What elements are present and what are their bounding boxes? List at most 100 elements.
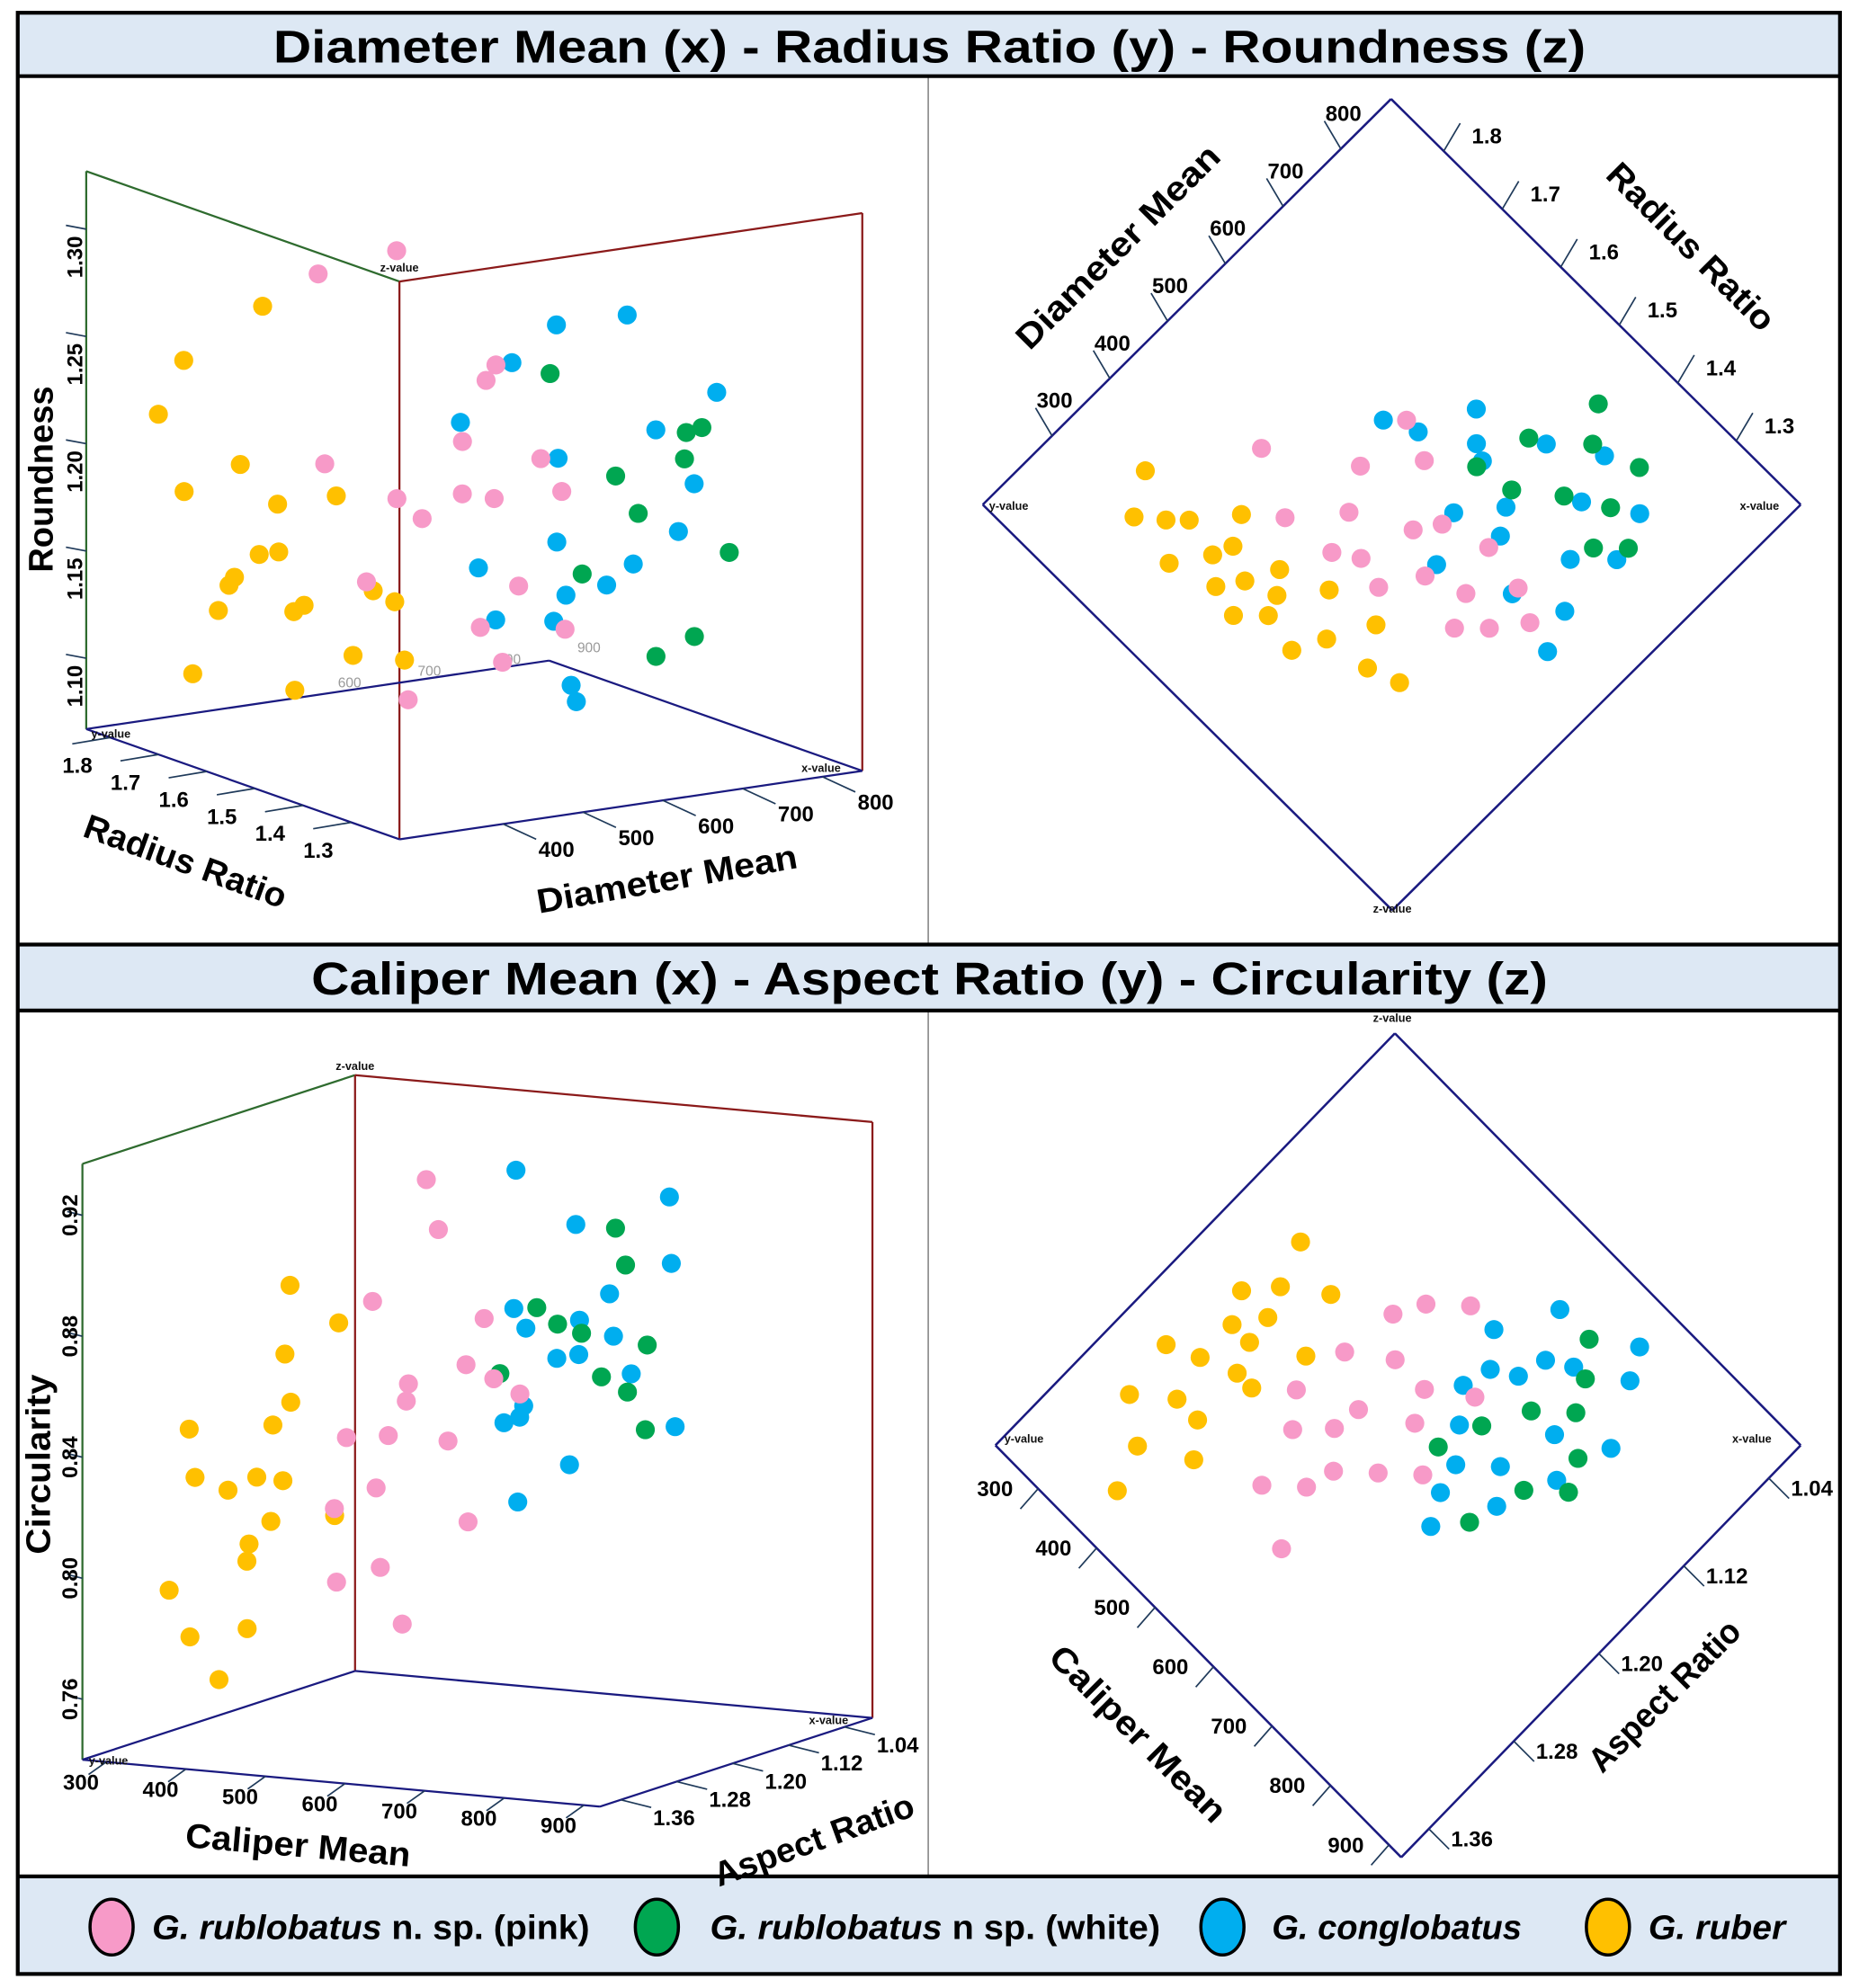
data-point bbox=[1390, 673, 1409, 692]
data-point bbox=[1484, 1320, 1504, 1340]
data-point bbox=[568, 1344, 589, 1365]
data-point bbox=[615, 1255, 636, 1275]
data-point bbox=[325, 1499, 344, 1519]
tick-mark bbox=[788, 1744, 819, 1754]
x-tick-label: 600 bbox=[698, 815, 734, 839]
data-point bbox=[1487, 1496, 1506, 1516]
data-point bbox=[315, 454, 335, 474]
x-tick-label: 900 bbox=[1327, 1833, 1363, 1858]
tick-mark bbox=[1735, 412, 1754, 441]
data-point bbox=[659, 1187, 679, 1207]
tick-mark bbox=[66, 439, 87, 445]
x-tick-label: 500 bbox=[222, 1786, 258, 1810]
y-tick-label: 1.5 bbox=[1648, 299, 1677, 323]
figure-2-title: Caliper Mean (x) - Aspect Ratio (y) - Ci… bbox=[311, 953, 1548, 1004]
data-point bbox=[1271, 1277, 1291, 1297]
tick-mark bbox=[313, 821, 352, 830]
data-point bbox=[1235, 571, 1255, 591]
axis-edge bbox=[599, 1716, 873, 1808]
data-point bbox=[1535, 1351, 1556, 1370]
series-2 bbox=[451, 305, 727, 711]
data-point bbox=[618, 1382, 638, 1402]
legend-swatch-pink bbox=[88, 1897, 135, 1957]
data-point bbox=[174, 351, 193, 370]
x-tick-label: 400 bbox=[1095, 332, 1131, 356]
data-point bbox=[474, 1308, 494, 1329]
axis-box bbox=[85, 170, 863, 841]
y-axis-ticks: 1.3 1.4 1.5 1.6 1.7 1.8 bbox=[62, 736, 352, 863]
data-point bbox=[1227, 1363, 1247, 1383]
data-point bbox=[179, 1419, 199, 1439]
data-point bbox=[1415, 450, 1434, 470]
tick-mark bbox=[822, 776, 856, 793]
legend-swatch-yellow bbox=[1585, 1897, 1631, 1957]
tick-mark bbox=[1428, 1828, 1450, 1850]
axis-box bbox=[81, 1074, 874, 1808]
data-point bbox=[1156, 510, 1176, 530]
y-tick-label: 1.12 bbox=[1706, 1565, 1748, 1589]
data-point bbox=[684, 474, 704, 494]
tick-mark bbox=[844, 1725, 876, 1735]
y-tick-label: 1.5 bbox=[207, 805, 237, 829]
data-point bbox=[1620, 1371, 1640, 1391]
data-point bbox=[362, 1291, 382, 1311]
tick-mark bbox=[67, 1210, 83, 1217]
data-point bbox=[552, 482, 572, 502]
data-point bbox=[1519, 428, 1539, 448]
tick-mark bbox=[1676, 354, 1695, 384]
data-point bbox=[1107, 1481, 1127, 1501]
data-point bbox=[1242, 1378, 1262, 1398]
data-point bbox=[1446, 1455, 1466, 1475]
data-point bbox=[719, 542, 739, 562]
data-point bbox=[148, 405, 168, 424]
data-point bbox=[1583, 434, 1603, 454]
data-point bbox=[1291, 1232, 1310, 1252]
figure-frame bbox=[15, 11, 1842, 1976]
data-points bbox=[1124, 394, 1649, 692]
data-point bbox=[605, 466, 626, 486]
legend-label: G. conglobatus bbox=[1272, 1910, 1522, 1948]
y-tick-label: 1.7 bbox=[111, 771, 140, 796]
data-point bbox=[1258, 1307, 1278, 1327]
data-point bbox=[1408, 422, 1428, 441]
data-point bbox=[1348, 1400, 1369, 1420]
corner-label-x: x-value bbox=[1732, 1433, 1772, 1446]
data-point bbox=[428, 1219, 448, 1240]
data-point bbox=[541, 363, 560, 384]
data-point bbox=[1430, 1483, 1451, 1502]
y-tick-label: 1.20 bbox=[765, 1770, 808, 1794]
data-point bbox=[1190, 1348, 1210, 1368]
axis-edge bbox=[82, 1758, 601, 1808]
y-tick-label: 1.36 bbox=[1451, 1828, 1493, 1852]
x-tick-label: 400 bbox=[1035, 1537, 1071, 1561]
z-axis-ticks: 1.10 1.15 1.20 1.25 1.30 bbox=[64, 224, 88, 707]
series-0 bbox=[308, 241, 575, 709]
data-point bbox=[556, 585, 576, 605]
data-points bbox=[1107, 1232, 1649, 1559]
corner-label-z: z-value bbox=[380, 262, 419, 274]
plot-caliper-topdown: 300 400 500 600 700 800 900 1.04 1.12 1.20 1.28 1.3… bbox=[977, 1032, 1834, 1866]
data-point bbox=[273, 1471, 293, 1491]
tick-mark bbox=[1077, 1547, 1097, 1569]
data-point bbox=[676, 423, 696, 442]
data-point bbox=[1366, 615, 1386, 635]
data-point bbox=[486, 610, 505, 629]
legend-item-pink: G. rublobatus n. sp. (pink) bbox=[88, 1897, 590, 1957]
tick-mark bbox=[742, 788, 776, 805]
legend-label: G. rublobatus n sp. (white) bbox=[711, 1910, 1161, 1948]
y-tick-label: 1.3 bbox=[1765, 415, 1794, 439]
x-tick-label: 800 bbox=[1269, 1774, 1305, 1798]
data-point bbox=[387, 489, 407, 509]
series-1 bbox=[541, 363, 739, 666]
data-point bbox=[605, 1218, 625, 1238]
axis-edge bbox=[82, 1670, 356, 1761]
axis-edge bbox=[994, 1032, 1396, 1447]
corner-label-y: y-value bbox=[89, 1755, 129, 1768]
data-point bbox=[567, 691, 586, 711]
data-point bbox=[603, 1326, 623, 1346]
legend-item-conglobatus: G. conglobatus bbox=[1199, 1897, 1522, 1957]
data-point bbox=[275, 1344, 295, 1364]
corner-label-x: x-value bbox=[809, 1715, 849, 1727]
data-point bbox=[1231, 1280, 1252, 1301]
